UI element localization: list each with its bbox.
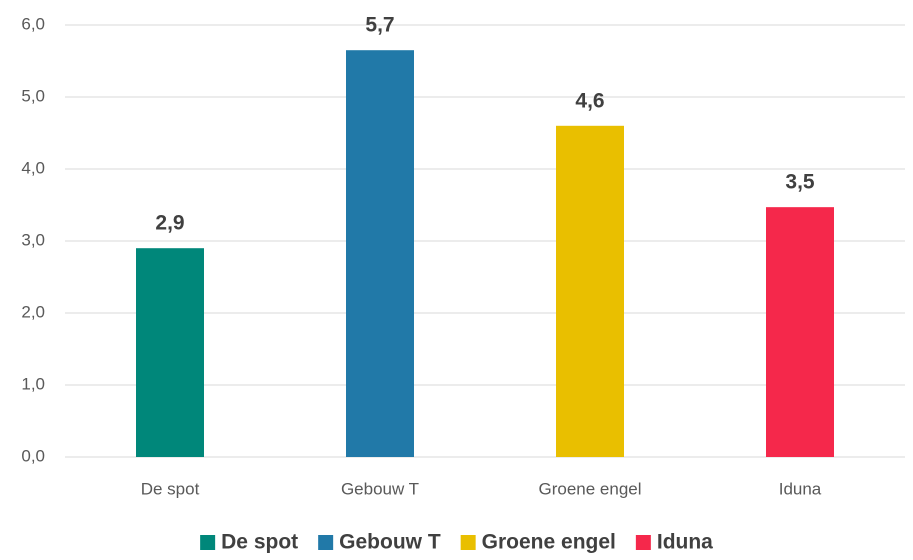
value-label: 5,7: [365, 14, 394, 37]
y-tick-label: 6,0: [21, 14, 45, 33]
legend-swatch: [635, 535, 651, 550]
y-tick-label: 0,0: [21, 446, 45, 465]
legend-swatch: [318, 535, 334, 550]
y-tick-label: 5,0: [21, 86, 45, 105]
x-tick-label: Gebouw T: [341, 479, 419, 498]
value-label: 4,6: [575, 89, 604, 112]
y-tick-label: 2,0: [21, 302, 45, 321]
x-tick-label: Groene engel: [538, 479, 641, 498]
legend-swatch: [460, 535, 476, 550]
legend-label: Gebouw T: [339, 531, 441, 554]
bar: [556, 125, 624, 458]
legend: De spot Gebouw T Groene engel Iduna: [200, 531, 713, 554]
value-label: 3,5: [785, 171, 815, 194]
value-label: 2,9: [155, 212, 184, 235]
legend-label: De spot: [221, 531, 298, 554]
legend-label: Iduna: [657, 531, 713, 554]
legend-label: Groene engel: [482, 531, 616, 554]
y-tick-label: 1,0: [21, 374, 45, 393]
bar: [766, 207, 834, 457]
bar: [346, 50, 414, 457]
legend-swatch: [200, 535, 216, 550]
x-tick-label: De spot: [141, 479, 200, 498]
y-tick-label: 3,0: [21, 230, 45, 249]
y-tick-label: 4,0: [21, 158, 45, 177]
x-tick-label: Iduna: [779, 479, 822, 498]
bar: [136, 248, 204, 457]
